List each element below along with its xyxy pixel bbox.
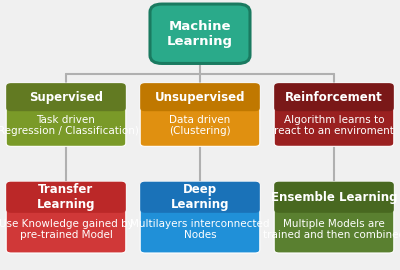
Text: Multilayers interconnected
Nodes: Multilayers interconnected Nodes	[130, 219, 270, 241]
FancyBboxPatch shape	[274, 83, 394, 111]
Text: Algorithm learns to
react to an enviroment: Algorithm learns to react to an envirome…	[274, 115, 394, 136]
Text: Use Knowledge gained by
pre-trained Model: Use Knowledge gained by pre-trained Mode…	[0, 219, 133, 241]
FancyBboxPatch shape	[6, 83, 126, 146]
Text: Supervised: Supervised	[29, 91, 103, 104]
FancyBboxPatch shape	[140, 83, 260, 146]
Text: Reinforcement: Reinforcement	[285, 91, 383, 104]
Text: Deep
Learning: Deep Learning	[171, 183, 229, 211]
FancyBboxPatch shape	[150, 4, 250, 63]
FancyBboxPatch shape	[140, 83, 260, 111]
FancyBboxPatch shape	[274, 83, 394, 146]
FancyBboxPatch shape	[274, 182, 394, 253]
FancyBboxPatch shape	[140, 182, 260, 253]
Text: Multiple Models are
trained and then combined: Multiple Models are trained and then com…	[263, 219, 400, 241]
Text: Data driven
(Clustering): Data driven (Clustering)	[169, 115, 231, 136]
Text: Ensemble Learning: Ensemble Learning	[271, 191, 397, 204]
FancyBboxPatch shape	[6, 182, 126, 213]
FancyBboxPatch shape	[6, 182, 126, 253]
FancyBboxPatch shape	[6, 83, 126, 111]
Text: Unsupervised: Unsupervised	[155, 91, 245, 104]
FancyBboxPatch shape	[140, 182, 260, 213]
Text: Transfer
Learning: Transfer Learning	[37, 183, 95, 211]
Text: Machine
Learning: Machine Learning	[167, 20, 233, 48]
Text: Task driven
(Regression / Classification): Task driven (Regression / Classification…	[0, 115, 138, 136]
FancyBboxPatch shape	[274, 182, 394, 213]
